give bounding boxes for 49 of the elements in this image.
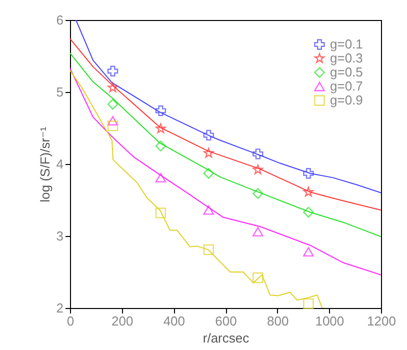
y-tick-label: 2 [56,300,64,316]
legend-label: g=0.5 [330,64,363,80]
line-series [70,38,381,211]
point [303,206,314,218]
x-tick-label: 400 [163,314,186,328]
point [108,82,118,92]
point [252,148,264,160]
legend-label: g=0.9 [330,92,363,108]
point [156,123,166,134]
y-axis-title: log (S/F)/sr⁻¹ [37,126,52,202]
point [303,247,314,257]
point [203,244,214,256]
line-series [70,52,381,238]
point [252,272,264,284]
point [107,116,118,126]
legend-label: g=0.7 [330,78,363,94]
x-axis-title: r/arcsec [202,330,250,346]
point [303,186,314,197]
point [203,130,214,141]
x-tick-label: 0 [66,314,74,328]
legend-label: g=0.3 [330,50,363,66]
x-tick-label: 200 [111,314,134,328]
point [107,120,118,132]
point [303,298,314,310]
y-tick-label: 6 [56,12,64,28]
point [107,66,118,76]
point [252,164,263,174]
legend-label: g=0.1 [330,36,363,52]
x-tick-label: 1200 [367,314,396,328]
point [203,205,214,215]
x-tick-label: 1000 [315,314,344,328]
x-tick-label: 600 [215,314,237,328]
point [204,148,214,158]
point [155,105,166,116]
point [155,208,166,218]
y-tick-label: 4 [56,156,64,172]
x-tick-label: 800 [266,314,289,328]
point [155,172,166,182]
line-series [75,20,381,194]
y-tick-label: 3 [56,228,64,244]
point [303,168,314,179]
point [203,168,214,179]
point [252,188,264,199]
y-tick-label: 5 [56,84,64,100]
line-series [70,70,323,308]
point [107,98,118,110]
point [252,226,264,236]
line-series [70,68,381,276]
point [155,140,166,152]
